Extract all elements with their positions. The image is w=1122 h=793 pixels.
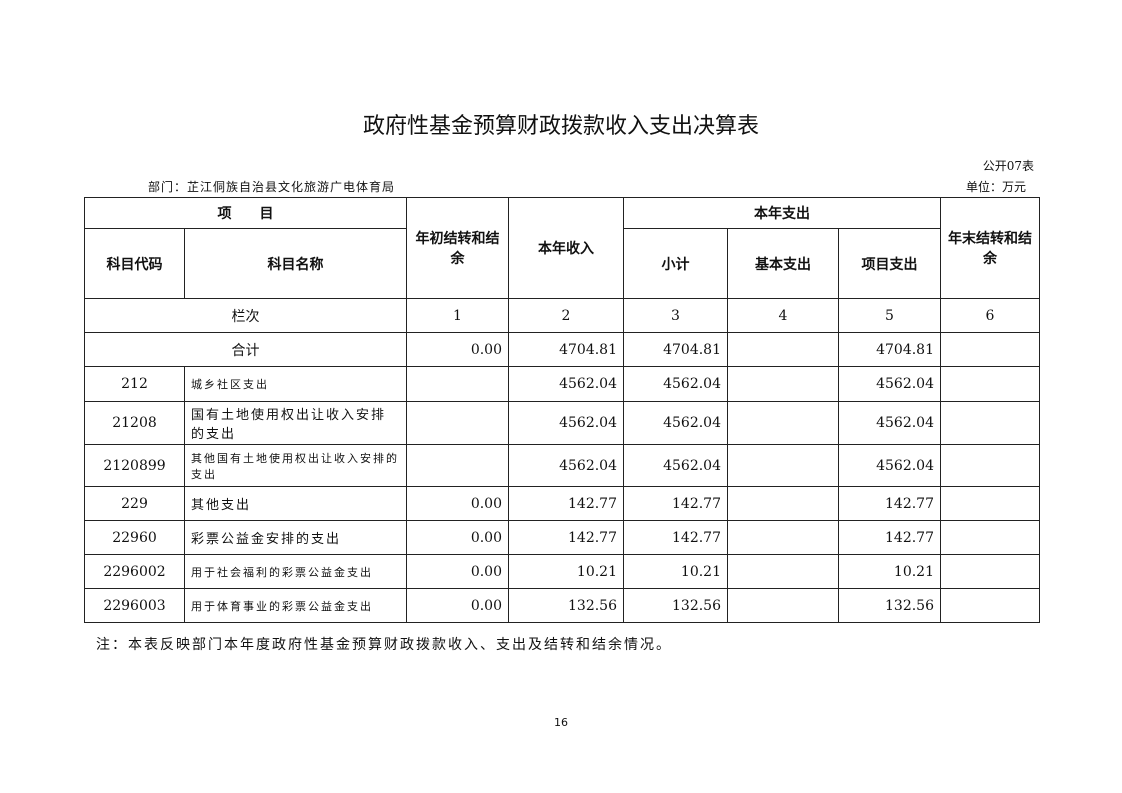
- row-opening: [406, 444, 509, 487]
- page-title: 政府性基金预算财政拨款收入支出决算表: [362, 114, 759, 139]
- row-code: 2120899: [84, 444, 185, 487]
- row-income: 142.77: [508, 486, 624, 521]
- table-row: 2296002 用于社会福利的彩票公益金支出 0.00 10.21 10.21 10.21: [84, 554, 1040, 589]
- row-name: 用于体育事业的彩票公益金支出: [184, 588, 407, 623]
- row-code: 22960: [84, 520, 185, 555]
- row-code: 21208: [84, 401, 185, 445]
- row-opening: 0.00: [406, 554, 509, 589]
- total-income: 4704.81: [508, 332, 624, 367]
- row-closing: [940, 486, 1040, 521]
- row-subtotal: 10.21: [623, 554, 728, 589]
- row-subtotal: 142.77: [623, 520, 728, 555]
- row-subtotal: 132.56: [623, 588, 728, 623]
- row-opening: 0.00: [406, 486, 509, 521]
- column-index-row: 栏次 1 2 3 4 5 6: [84, 298, 1040, 333]
- table-row: 229 其他支出 0.00 142.77 142.77 142.77: [84, 486, 1040, 521]
- row-income: 4562.04: [508, 366, 624, 402]
- row-code: 2296002: [84, 554, 185, 589]
- row-basic: [727, 366, 839, 402]
- row-project: 10.21: [838, 554, 941, 589]
- row-closing: [940, 588, 1040, 623]
- row-project: 142.77: [838, 486, 941, 521]
- row-opening: 0.00: [406, 588, 509, 623]
- row-income: 4562.04: [508, 444, 624, 487]
- header-expense: 本年支出: [623, 197, 941, 229]
- header-code: 科目代码: [84, 228, 185, 299]
- row-name: 彩票公益金安排的支出: [184, 520, 407, 555]
- header-name: 科目名称: [184, 228, 407, 299]
- total-opening: 0.00: [406, 332, 509, 367]
- row-income: 10.21: [508, 554, 624, 589]
- table-row: 22960 彩票公益金安排的支出 0.00 142.77 142.77 142.77: [84, 520, 1040, 555]
- table-number: 公开07表: [982, 159, 1034, 173]
- header-closing: 年末结转和结余: [940, 197, 1040, 299]
- row-subtotal: 4562.04: [623, 401, 728, 445]
- row-opening: [406, 366, 509, 402]
- col-index: 5: [838, 298, 941, 333]
- table-row: 2120899 其他国有土地使用权出让收入安排的支出 4562.04 4562.04 4…: [84, 444, 1040, 487]
- row-income: 142.77: [508, 520, 624, 555]
- row-project: 132.56: [838, 588, 941, 623]
- table-row: 21208 国有土地使用权出让收入安排的支出 4562.04 4562.04 4562.…: [84, 401, 1040, 445]
- row-income: 4562.04: [508, 401, 624, 445]
- total-label: 合计: [84, 332, 407, 367]
- row-basic: [727, 520, 839, 555]
- row-subtotal: 4562.04: [623, 444, 728, 487]
- row-name: 其他国有土地使用权出让收入安排的支出: [184, 444, 407, 487]
- header-income: 本年收入: [508, 197, 624, 299]
- header-basic: 基本支出: [727, 228, 839, 299]
- budget-table: 项 目 年初结转和结余 本年收入 本年支出 年末结转和结余 科目代码 科目名称 …: [84, 197, 1040, 623]
- unit-label: 单位：万元: [965, 180, 1026, 194]
- row-code: 229: [84, 486, 185, 521]
- row-basic: [727, 444, 839, 487]
- header-subtotal: 小计: [623, 228, 728, 299]
- row-code: 212: [84, 366, 185, 402]
- row-opening: [406, 401, 509, 445]
- header-item: 项 目: [84, 197, 407, 229]
- row-closing: [940, 401, 1040, 445]
- row-project: 4562.04: [838, 444, 941, 487]
- department: 部门：芷江侗族自治县文化旅游广电体育局: [148, 180, 396, 194]
- total-subtotal: 4704.81: [623, 332, 728, 367]
- total-row: 合计 0.00 4704.81 4704.81 4704.81: [84, 332, 1040, 367]
- row-subtotal: 4562.04: [623, 366, 728, 402]
- row-project: 4562.04: [838, 401, 941, 445]
- row-name: 城乡社区支出: [184, 366, 407, 402]
- row-basic: [727, 486, 839, 521]
- row-project: 4562.04: [838, 366, 941, 402]
- row-basic: [727, 588, 839, 623]
- row-opening: 0.00: [406, 520, 509, 555]
- header-project: 项目支出: [838, 228, 941, 299]
- page-number: 16: [554, 716, 568, 729]
- total-basic: [727, 332, 839, 367]
- col-index: 2: [508, 298, 624, 333]
- col-index: 1: [406, 298, 509, 333]
- footnote: 注：本表反映部门本年度政府性基金预算财政拨款收入、支出及结转和结余情况。: [96, 637, 672, 653]
- table-row: 212 城乡社区支出 4562.04 4562.04 4562.04: [84, 366, 1040, 402]
- row-basic: [727, 401, 839, 445]
- row-closing: [940, 554, 1040, 589]
- row-closing: [940, 366, 1040, 402]
- header-opening: 年初结转和结余: [406, 197, 509, 299]
- row-basic: [727, 554, 839, 589]
- col-index: 6: [940, 298, 1040, 333]
- table-row: 2296003 用于体育事业的彩票公益金支出 0.00 132.56 132.56 132…: [84, 588, 1040, 623]
- col-index: 4: [727, 298, 839, 333]
- col-index: 3: [623, 298, 728, 333]
- row-income: 132.56: [508, 588, 624, 623]
- row-name: 其他支出: [184, 486, 407, 521]
- row-closing: [940, 520, 1040, 555]
- row-project: 142.77: [838, 520, 941, 555]
- column-index-label: 栏次: [84, 298, 407, 333]
- row-closing: [940, 444, 1040, 487]
- row-code: 2296003: [84, 588, 185, 623]
- total-closing: [940, 332, 1040, 367]
- row-name: 用于社会福利的彩票公益金支出: [184, 554, 407, 589]
- total-project: 4704.81: [838, 332, 941, 367]
- row-subtotal: 142.77: [623, 486, 728, 521]
- row-name: 国有土地使用权出让收入安排的支出: [184, 401, 407, 445]
